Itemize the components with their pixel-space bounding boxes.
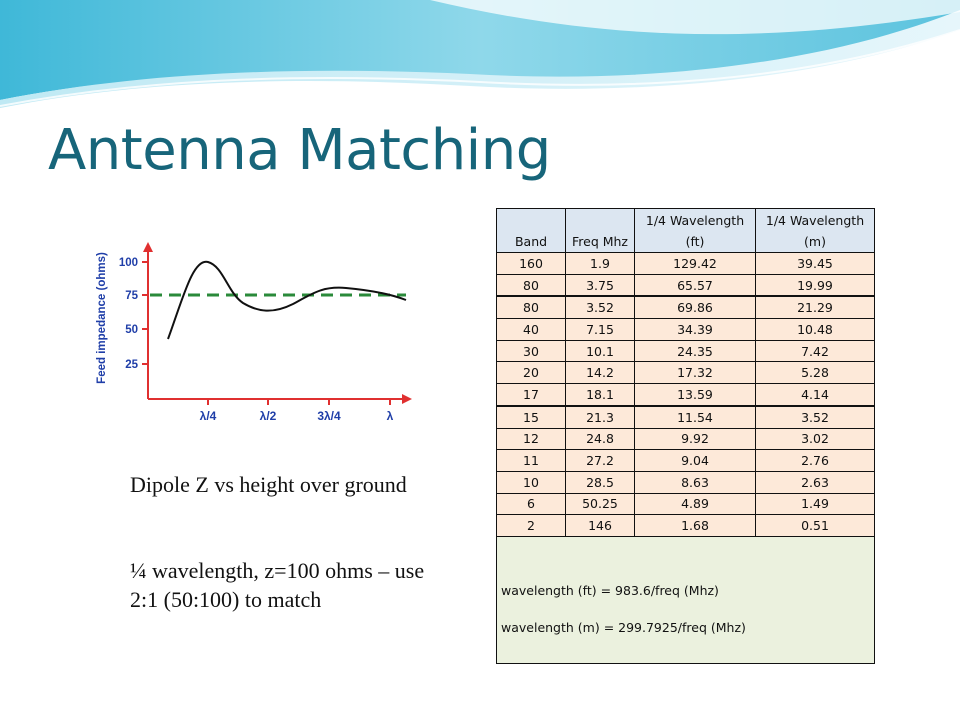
cell-m: 4.14 xyxy=(755,383,875,407)
cell-freq: 50.25 xyxy=(565,492,635,516)
table-header-row: Band Freq Mhz 1/4 Wavelength (ft) 1/4 Wa… xyxy=(496,208,875,253)
cell-band: 2 xyxy=(496,514,566,537)
header-quarter-wave-ft: 1/4 Wavelength (ft) xyxy=(634,208,756,253)
cell-freq: 14.2 xyxy=(565,361,635,385)
cell-ft: 34.39 xyxy=(634,318,756,341)
y-tick-label: 25 xyxy=(125,359,138,371)
cell-band: 80 xyxy=(496,295,566,320)
cell-freq: 28.5 xyxy=(565,470,635,494)
cell-freq: 10.1 xyxy=(565,339,635,363)
table-row: 17 18.1 13.59 4.14 xyxy=(496,383,875,407)
graph-ylabel: Feed impedance (ohms) xyxy=(96,252,108,384)
table-row: 80 3.75 65.57 19.99 xyxy=(496,273,875,297)
cell-m: 5.28 xyxy=(755,361,875,385)
cell-freq: 3.52 xyxy=(565,295,635,320)
table-row: 2 146 1.68 0.51 xyxy=(496,514,875,537)
header-ft-line2: (ft) xyxy=(685,234,705,249)
cell-m: 7.42 xyxy=(755,339,875,363)
impedance-curve xyxy=(167,260,407,340)
table-row: 15 21.3 11.54 3.52 xyxy=(496,404,875,429)
header-m-line1: 1/4 Wavelength xyxy=(765,213,865,228)
header-ft-line1: 1/4 Wavelength xyxy=(645,213,745,228)
cell-m: 1.49 xyxy=(755,492,875,516)
cell-ft: 13.59 xyxy=(634,383,756,407)
cell-band: 17 xyxy=(496,383,566,407)
table-row: 12 24.8 9.92 3.02 xyxy=(496,427,875,451)
x-axis-arrow-icon xyxy=(402,394,412,404)
cell-freq: 18.1 xyxy=(565,383,635,407)
cell-ft: 9.92 xyxy=(634,427,756,451)
table-row: 11 27.2 9.04 2.76 xyxy=(496,449,875,472)
cell-m: 3.02 xyxy=(755,427,875,451)
cell-freq: 21.3 xyxy=(565,404,635,429)
cell-ft: 24.35 xyxy=(634,339,756,363)
y-tick-label: 100 xyxy=(119,257,138,269)
cell-freq: 3.75 xyxy=(565,273,635,297)
cell-band: 160 xyxy=(496,252,566,275)
table-row: 80 3.52 69.86 21.29 xyxy=(496,295,875,320)
cell-ft: 1.68 xyxy=(634,514,756,537)
cell-band: 30 xyxy=(496,339,566,363)
cell-m: 0.51 xyxy=(755,514,875,537)
formula-notes: wavelength (ft) = 983.6/freq (Mhz) wavel… xyxy=(496,535,875,664)
y-axis-arrow-icon xyxy=(143,242,153,252)
cell-band: 80 xyxy=(496,273,566,297)
cell-m: 10.48 xyxy=(755,318,875,341)
cell-ft: 17.32 xyxy=(634,361,756,385)
header-band: Band xyxy=(496,208,566,253)
cell-freq: 7.15 xyxy=(565,318,635,341)
cell-freq: 146 xyxy=(565,514,635,537)
cell-ft: 69.86 xyxy=(634,295,756,320)
slide-title: Antenna Matching xyxy=(48,118,551,183)
caption-dipole-z: Dipole Z vs height over ground xyxy=(130,472,407,497)
cell-m: 19.99 xyxy=(755,273,875,297)
formula-m: wavelength (m) = 299.7925/freq (Mhz) xyxy=(501,619,746,635)
y-tick-label: 75 xyxy=(125,290,138,302)
y-tick-label: 50 xyxy=(125,324,138,336)
table-row: 10 28.5 8.63 2.63 xyxy=(496,470,875,494)
x-tick-label: λ/4 xyxy=(200,409,217,423)
cell-ft: 129.42 xyxy=(634,252,756,275)
cell-m: 21.29 xyxy=(755,295,875,320)
cell-m: 3.52 xyxy=(755,404,875,429)
table-row: 6 50.25 4.89 1.49 xyxy=(496,492,875,516)
formula-ft: wavelength (ft) = 983.6/freq (Mhz) xyxy=(501,582,719,598)
table-notes-row: wavelength (ft) = 983.6/freq (Mhz) wavel… xyxy=(496,535,875,664)
cell-band: 10 xyxy=(496,470,566,494)
x-tick-label: λ xyxy=(387,409,394,423)
header-quarter-wave-m: 1/4 Wavelength (m) xyxy=(755,208,875,253)
cell-band: 11 xyxy=(496,449,566,472)
header-m-line2: (m) xyxy=(804,234,826,249)
cell-ft: 11.54 xyxy=(634,404,756,429)
cell-freq: 1.9 xyxy=(565,252,635,275)
table-row: 30 10.1 24.35 7.42 xyxy=(496,339,875,363)
table-row: 40 7.15 34.39 10.48 xyxy=(496,318,875,341)
cell-ft: 8.63 xyxy=(634,470,756,494)
impedance-graph: Feed impedance (ohms) 100 75 50 25 λ/4 λ… xyxy=(96,242,412,423)
table-row: 20 14.2 17.32 5.28 xyxy=(496,361,875,385)
table-row: 160 1.9 129.42 39.45 xyxy=(496,252,875,275)
cell-ft: 4.89 xyxy=(634,492,756,516)
caption-quarter-wave: ¼ wavelength, z=100 ohms – use 2:1 (50:1… xyxy=(130,558,425,612)
cell-band: 15 xyxy=(496,404,566,429)
cell-m: 39.45 xyxy=(755,252,875,275)
x-tick-label: 3λ/4 xyxy=(317,409,341,423)
cell-ft: 9.04 xyxy=(634,449,756,472)
cell-freq: 24.8 xyxy=(565,427,635,451)
cell-m: 2.76 xyxy=(755,449,875,472)
cell-band: 40 xyxy=(496,318,566,341)
cell-freq: 27.2 xyxy=(565,449,635,472)
wavelength-table: Band Freq Mhz 1/4 Wavelength (ft) 1/4 Wa… xyxy=(496,208,875,664)
x-tick-label: λ/2 xyxy=(260,409,277,423)
header-freq: Freq Mhz xyxy=(565,208,635,253)
cell-ft: 65.57 xyxy=(634,273,756,297)
cell-band: 6 xyxy=(496,492,566,516)
header-wave-decoration xyxy=(0,0,960,108)
cell-band: 12 xyxy=(496,427,566,451)
cell-band: 20 xyxy=(496,361,566,385)
cell-m: 2.63 xyxy=(755,470,875,494)
